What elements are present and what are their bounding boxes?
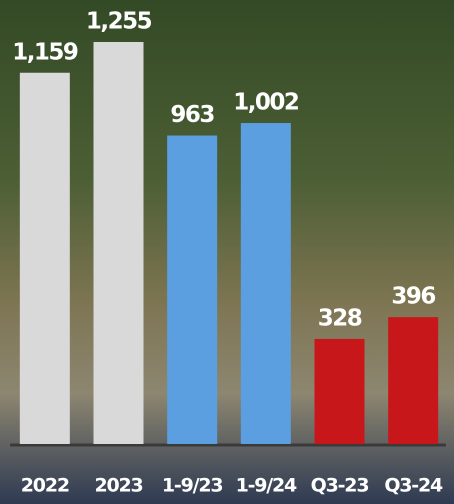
x-tick-label: 2022	[21, 475, 69, 497]
x-tick-label: Q3-24	[384, 475, 443, 497]
bar	[388, 317, 438, 444]
bar	[94, 42, 144, 444]
bar	[241, 123, 291, 444]
bar	[315, 339, 365, 444]
value-label: 1,255	[86, 9, 152, 35]
x-tick-label: 1-9/23	[162, 475, 223, 497]
value-label: 1,002	[233, 90, 298, 116]
value-label: 396	[391, 284, 435, 310]
bar	[20, 73, 70, 444]
value-label: 328	[318, 305, 362, 331]
page: 1,159 2022 1,255 2023 963 1-9/23 1,002 1-9/24 32…	[0, 0, 454, 504]
value-label: 1,159	[12, 39, 78, 65]
x-tick-label: 1-9/24	[236, 475, 297, 497]
chart: 1,159 2022 1,255 2023 963 1-9/23 1,002 1-9/24 32…	[0, 0, 454, 504]
x-tick-label: 2023	[94, 475, 142, 497]
x-tick-label: Q3-23	[311, 475, 369, 497]
value-label: 963	[170, 102, 214, 128]
bar	[167, 136, 217, 444]
